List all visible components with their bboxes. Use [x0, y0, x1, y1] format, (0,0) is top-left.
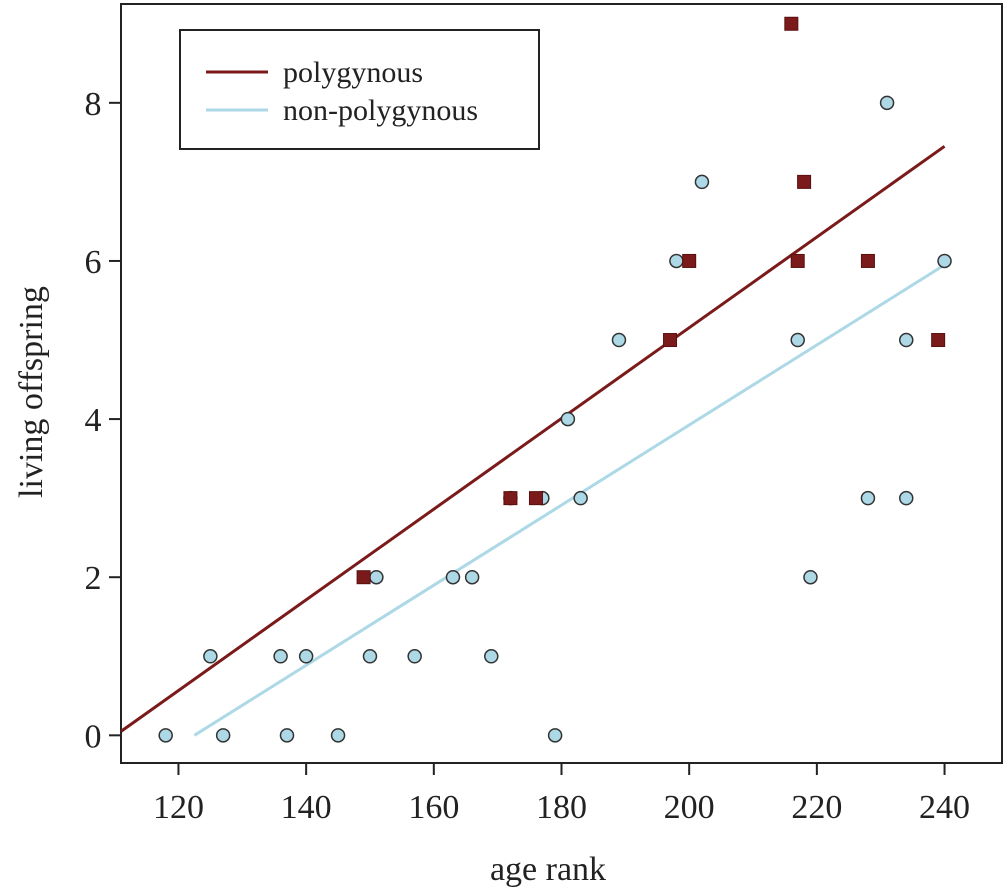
point-polygynous-4	[682, 253, 697, 268]
point-polygynous-1	[503, 491, 518, 506]
x-tick-label-200: 200	[664, 789, 715, 826]
x-tick-label-120: 120	[153, 789, 204, 826]
point-polygynous-3	[663, 333, 678, 348]
point-non-polygynous-22	[803, 569, 818, 585]
point-polygynous-5	[784, 16, 799, 31]
x-tick-label-220: 220	[791, 789, 842, 826]
point-non-polygynous-1	[203, 649, 218, 664]
point-non-polygynous-0	[158, 728, 173, 743]
point-polygynous-8	[860, 253, 875, 268]
legend-label-polygynous: polygynous	[283, 56, 423, 89]
point-non-polygynous-20	[694, 174, 710, 190]
point-non-polygynous-16	[560, 411, 576, 427]
point-non-polygynous-18	[611, 332, 627, 348]
legend-box	[179, 29, 540, 150]
x-tick-label-140: 140	[281, 789, 332, 826]
fit-line-polygynous	[120, 145, 946, 733]
y-tick-label-4: 4	[85, 402, 102, 439]
point-non-polygynous-11	[464, 569, 480, 585]
point-non-polygynous-7	[362, 649, 378, 664]
legend-label-non-polygynous: non-polygynous	[283, 94, 478, 127]
point-polygynous-0	[356, 570, 371, 585]
y-axis: 0 2 4 6 8	[85, 86, 121, 755]
x-axis: 120 140 160 180 200 220 240	[153, 763, 970, 826]
data-points	[158, 16, 952, 743]
point-polygynous-2	[528, 491, 543, 506]
point-non-polygynous-25	[898, 332, 914, 348]
point-non-polygynous-17	[573, 490, 588, 506]
point-non-polygynous-10	[445, 569, 461, 585]
point-non-polygynous-19	[669, 253, 684, 269]
y-axis-label: living offspring	[13, 286, 50, 498]
point-non-polygynous-26	[898, 490, 914, 506]
x-tick-label-160: 160	[408, 789, 459, 826]
fit-lines	[120, 145, 946, 737]
point-non-polygynous-27	[937, 253, 952, 269]
y-tick-label-0: 0	[85, 718, 102, 755]
point-polygynous-7	[797, 174, 812, 189]
y-tick-label-2: 2	[85, 560, 102, 597]
point-non-polygynous-8	[369, 569, 384, 585]
point-non-polygynous-12	[484, 649, 499, 664]
y-tick-label-6: 6	[85, 244, 102, 281]
x-tick-label-240: 240	[919, 789, 970, 826]
legend: polygynous non-polygynous	[179, 29, 540, 150]
point-non-polygynous-5	[298, 649, 314, 664]
point-non-polygynous-4	[279, 728, 295, 743]
x-axis-label: age rank	[490, 851, 606, 888]
point-non-polygynous-2	[215, 728, 231, 743]
point-non-polygynous-15	[547, 728, 563, 743]
point-polygynous-6	[790, 253, 805, 268]
point-non-polygynous-6	[330, 728, 346, 743]
point-polygynous-9	[931, 333, 946, 348]
point-non-polygynous-9	[407, 649, 422, 664]
point-non-polygynous-23	[860, 490, 876, 506]
point-non-polygynous-3	[273, 649, 288, 664]
point-non-polygynous-24	[879, 95, 895, 111]
fit-line-non-polygynous	[193, 263, 946, 737]
point-non-polygynous-21	[790, 332, 805, 348]
y-tick-label-8: 8	[85, 86, 102, 123]
x-tick-label-180: 180	[536, 789, 587, 826]
